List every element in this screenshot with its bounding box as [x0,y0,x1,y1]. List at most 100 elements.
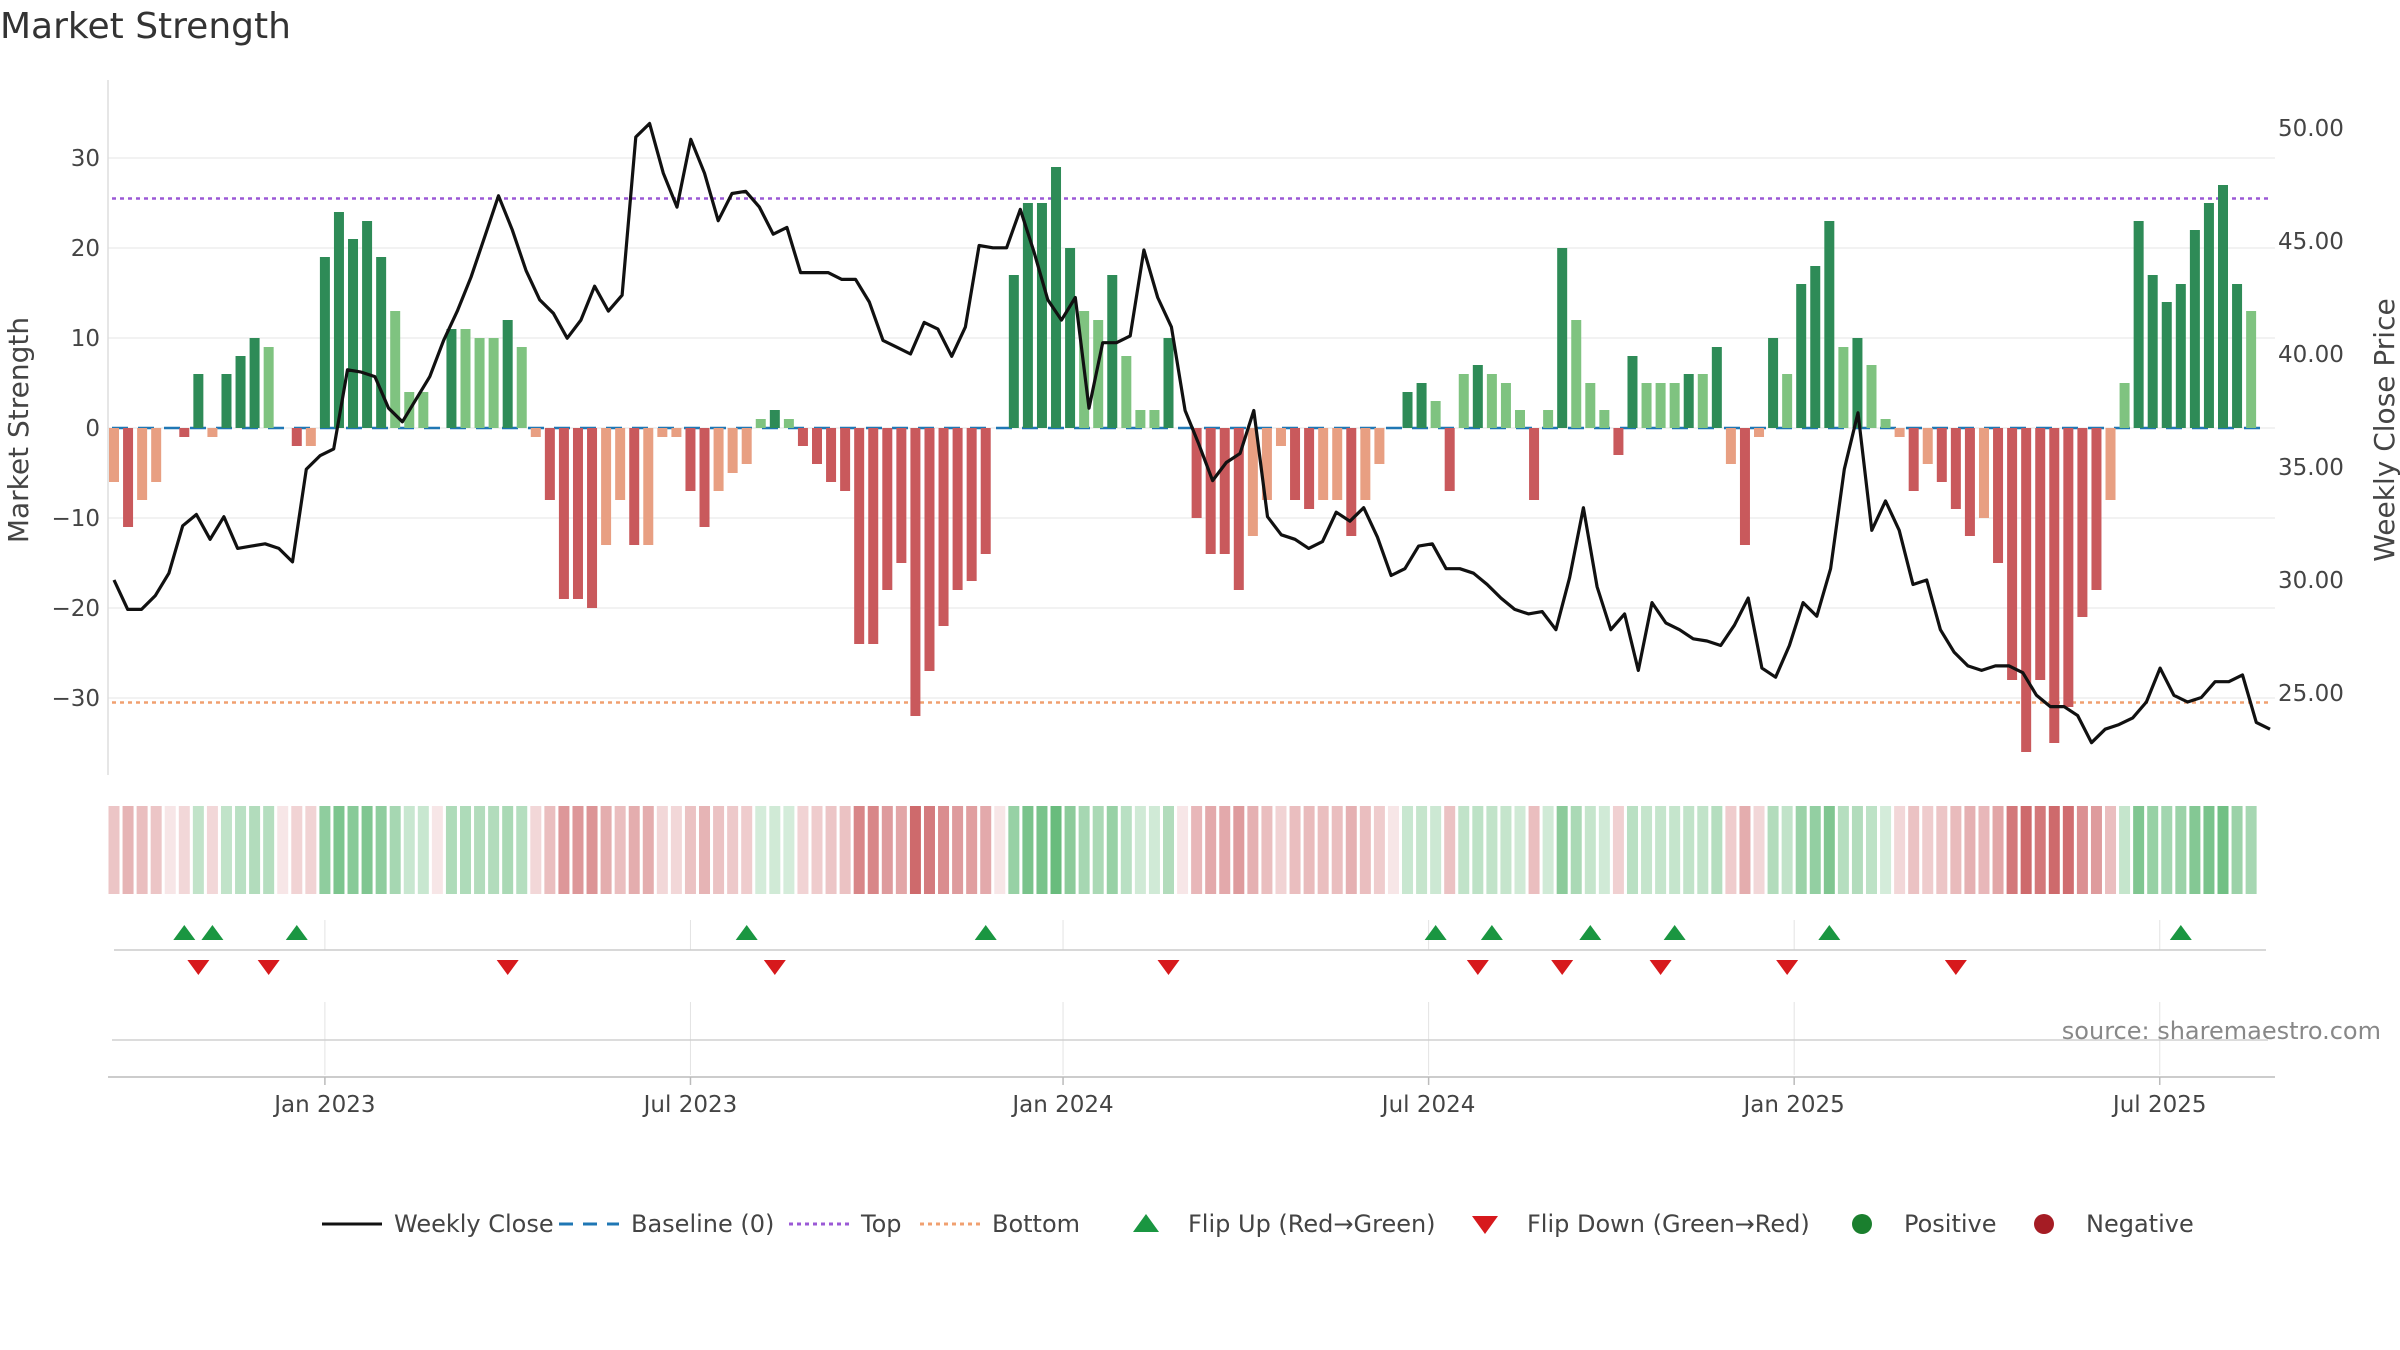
heat-cell [2062,806,2074,894]
heat-cell [1866,806,1877,894]
strength-bar [1866,365,1877,428]
heat-cell [1387,806,1399,894]
strength-bar [1641,383,1652,428]
heat-cell [2020,806,2032,894]
close-line-group [112,121,2271,745]
left-tick-label: −30 [51,686,100,712]
strength-bar [123,428,134,527]
heat-cell [2048,806,2060,894]
heat-cell [1767,806,1779,894]
legend-swatch [1472,1216,1498,1234]
strength-bar [2063,428,2074,707]
strength-bar [446,329,457,428]
strength-bar [1346,428,1357,536]
strength-bar [502,320,513,428]
heat-cell [966,806,978,894]
legend[interactable]: Weekly Close Baseline (0) Top Bottom Flip Up… [322,1210,2194,1238]
heat-cell [586,806,598,894]
legend-item[interactable]: Flip Up (Red→Green) [1133,1210,1436,1238]
legend-item[interactable]: Bottom [920,1210,1080,1238]
heat-cell [1233,806,1245,894]
heat-cell [2076,806,2088,894]
flip-up-marker [2169,925,2192,940]
flip-up-marker [173,925,196,940]
strength-bar [1515,410,1525,428]
flip-down-marker [1944,960,1967,975]
flip-down-marker [763,960,786,975]
heat-cell [1725,806,1737,894]
heat-cell [516,806,528,894]
strength-bar [1008,275,1019,428]
heat-cell [1823,806,1835,894]
strength-bar [1233,428,1244,590]
strength-bar [783,419,794,428]
strength-bar [826,428,837,482]
heat-cell [1936,806,1948,894]
strength-bar [1543,410,1554,428]
strength-bar [2147,275,2158,428]
strength-bar [2189,230,2200,428]
strength-bar [966,428,977,581]
strength-bar [2007,428,2018,680]
heat-cell [1584,806,1596,894]
heat-cell [1978,806,1990,894]
strength-bar [1852,338,1863,428]
heat-cell [263,806,275,894]
legend-item[interactable]: Flip Down (Green→Red) [1472,1210,1810,1238]
heat-cell [375,806,387,894]
strength-bar [418,392,429,428]
strength-bar [2246,311,2257,428]
heat-cell [1837,806,1849,894]
heat-cell [1626,806,1638,894]
strength-bar [348,239,359,428]
heat-cell [1008,806,1020,894]
strength-bar [1149,410,1160,428]
heat-cell [136,806,148,894]
legend-item[interactable]: Top [789,1210,902,1238]
heat-cell [1781,806,1793,894]
heat-cell [1345,806,1357,894]
flip-down-marker [1466,960,1489,975]
left-tick-label: 0 [85,416,100,442]
flip-up-marker [1579,925,1602,940]
axes: 30 20 10 0 −10 −20 −30 50.00 45.00 40.00 35.00 30.0… [2,80,2400,775]
heat-cell [1205,806,1217,894]
strength-bar [1936,428,1947,482]
legend-item[interactable]: Positive [1852,1210,1997,1238]
x-tick-label: Jan 2025 [1742,1092,1845,1118]
strength-bar [305,428,316,446]
strength-bar [1332,428,1343,500]
legend-label: Positive [1904,1210,1997,1238]
heat-cell [1261,806,1273,894]
heat-cell [1880,806,1892,894]
strength-bar [713,428,724,491]
left-axis-title: Market Strength [2,317,35,543]
strength-bar [1486,374,1497,428]
strength-bar [1374,428,1385,464]
legend-item[interactable]: Negative [2034,1210,2194,1238]
heat-cell [1570,806,1582,894]
heat-cell [1303,806,1315,894]
legend-item[interactable]: Baseline (0) [559,1210,774,1238]
legend-item[interactable]: Weekly Close [322,1210,554,1238]
strength-bar [1711,347,1722,428]
heat-cell [277,806,289,894]
flip-up-marker [1818,925,1841,940]
x-tick-label: Jan 2024 [1010,1092,1113,1118]
strength-bar [1796,284,1807,428]
x-tick-label: Jul 2025 [2111,1092,2207,1118]
strength-bar [1908,428,1919,491]
heat-cell [2090,806,2102,894]
heat-cell [727,806,739,894]
strength-heat-strip [108,806,2257,894]
heat-cell [319,806,331,894]
strength-bar [1768,338,1779,428]
legend-label: Negative [2086,1210,2194,1238]
strength-bar [1894,428,1905,437]
strength-bar [1557,248,1568,428]
heat-cell [1908,806,1920,894]
heat-cell [502,806,514,894]
strength-bar [587,428,598,608]
strength-bar [572,428,583,599]
strength-bar [2218,185,2228,428]
